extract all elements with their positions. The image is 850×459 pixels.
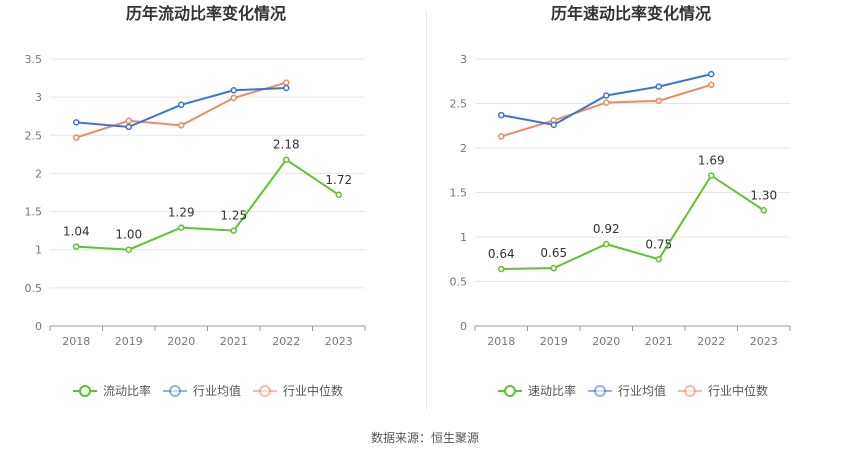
x-tick-label: 2018 (487, 335, 515, 348)
data-label: 0.75 (645, 237, 672, 251)
y-tick-label: 1 (35, 244, 42, 257)
data-point-s1 (178, 101, 185, 109)
data-point-s1 (73, 119, 80, 126)
data-point-s0 (178, 224, 185, 231)
data-point-s1 (283, 84, 290, 92)
y-tick-label: 0 (35, 320, 42, 333)
y-tick-label: 0.5 (25, 282, 43, 295)
data-point-s1 (230, 87, 237, 94)
legend-label-0: 流动比率 (103, 383, 151, 398)
y-tick-label: 2.5 (25, 129, 43, 142)
legend-marker-2 (684, 385, 696, 397)
x-tick-label: 2019 (540, 335, 568, 348)
legend-marker-2 (259, 385, 271, 397)
panel-divider (426, 10, 427, 410)
data-point-s0 (125, 246, 132, 253)
quick-ratio-chart: 历年速动比率变化情况 0 0.5 1 1.5 2 2.5 3 2018 2019 2020 2021 2… (425, 0, 850, 420)
data-point-s0 (708, 172, 715, 179)
data-label: 0.64 (488, 247, 515, 261)
series-line-0 (501, 174, 765, 271)
data-source-note: 数据来源：恒生聚源 (370, 431, 479, 445)
data-point-s2 (125, 117, 132, 125)
y-tick-label: 1.5 (25, 206, 43, 219)
legend-marker-1 (594, 385, 606, 397)
data-point-s0 (498, 265, 505, 273)
data-label: 1.25 (220, 209, 247, 223)
y-tick-label: 2 (35, 167, 42, 180)
x-tick-label: 2022 (272, 335, 300, 348)
legend-label-2: 行业中位数 (283, 383, 343, 398)
data-point-s2 (230, 94, 237, 102)
x-tick-label: 2018 (62, 335, 90, 348)
data-point-s1 (498, 111, 505, 119)
x-tick-label: 2021 (645, 335, 673, 348)
legend-marker-0 (79, 385, 91, 397)
series-line-0 (76, 158, 340, 251)
data-point-s1 (603, 92, 610, 99)
y-tick-label: 3 (35, 91, 42, 104)
chart-title: 历年速动比率变化情况 (551, 4, 711, 23)
legend-label-0: 速动比率 (528, 383, 576, 398)
data-label: 1.04 (63, 225, 90, 239)
chart-title: 历年流动比率变化情况 (126, 4, 286, 23)
data-label: 1.72 (325, 173, 352, 187)
data-point-s2 (708, 81, 715, 89)
y-tick-label: 3.5 (25, 53, 43, 66)
data-point-s0 (760, 207, 767, 214)
data-point-s1 (655, 83, 662, 90)
data-label: 1.69 (698, 154, 725, 168)
legend-label-2: 行业中位数 (708, 383, 768, 398)
x-tick-label: 2021 (220, 335, 248, 348)
data-point-s0 (73, 243, 80, 250)
data-label: 0.65 (540, 246, 567, 260)
legend-label-1: 行业均值 (193, 383, 241, 398)
data-point-s0 (283, 156, 290, 163)
data-point-s2 (498, 133, 505, 140)
x-tick-label: 2020 (167, 335, 195, 348)
x-tick-label: 2020 (592, 335, 620, 348)
data-point-s0 (603, 240, 610, 248)
x-tick-label: 2019 (115, 335, 143, 348)
series-line-2 (75, 81, 287, 139)
data-point-s0 (550, 264, 557, 272)
quick-ratio-chart-svg: 历年速动比率变化情况 0 0.5 1 1.5 2 2.5 3 2018 2019 2020 2021 2… (450, 4, 791, 398)
y-tick-label: 2.5 (450, 98, 468, 111)
current-ratio-chart-svg: 历年流动比率变化情况 0 0.5 1 1.5 2 2.5 3 3.5 2018 2019 2020 20… (25, 4, 366, 398)
data-point-s0 (230, 227, 237, 234)
legend-marker-1 (169, 385, 181, 397)
data-point-s1 (550, 121, 557, 129)
data-point-s1 (125, 123, 132, 131)
data-point-s1 (708, 70, 715, 78)
data-point-s2 (73, 134, 80, 141)
data-point-s0 (655, 256, 662, 263)
data-label: 1.00 (115, 228, 142, 242)
data-label: 0.92 (593, 222, 620, 236)
data-label: 1.30 (750, 188, 777, 202)
data-label: 1.29 (168, 206, 195, 220)
legend-marker-0 (504, 385, 516, 397)
x-tick-label: 2023 (750, 335, 778, 348)
data-point-s2 (283, 79, 290, 86)
data-point-s0 (335, 191, 342, 199)
y-tick-label: 0 (460, 320, 467, 333)
y-tick-label: 3 (460, 53, 467, 66)
y-tick-label: 1.5 (450, 187, 468, 200)
x-tick-label: 2023 (325, 335, 353, 348)
y-tick-label: 1 (460, 231, 467, 244)
data-point-s2 (603, 99, 610, 106)
x-tick-label: 2022 (697, 335, 725, 348)
y-tick-label: 0.5 (450, 276, 468, 289)
y-tick-label: 2 (460, 142, 467, 155)
data-point-s2 (178, 122, 185, 129)
data-point-s2 (655, 97, 662, 105)
data-label: 2.18 (273, 138, 300, 152)
legend-label-1: 行业均值 (618, 383, 666, 398)
current-ratio-chart: 历年流动比率变化情况 0 0.5 1 1.5 2 2.5 3 3.5 2018 2019 2020 20… (0, 0, 425, 420)
